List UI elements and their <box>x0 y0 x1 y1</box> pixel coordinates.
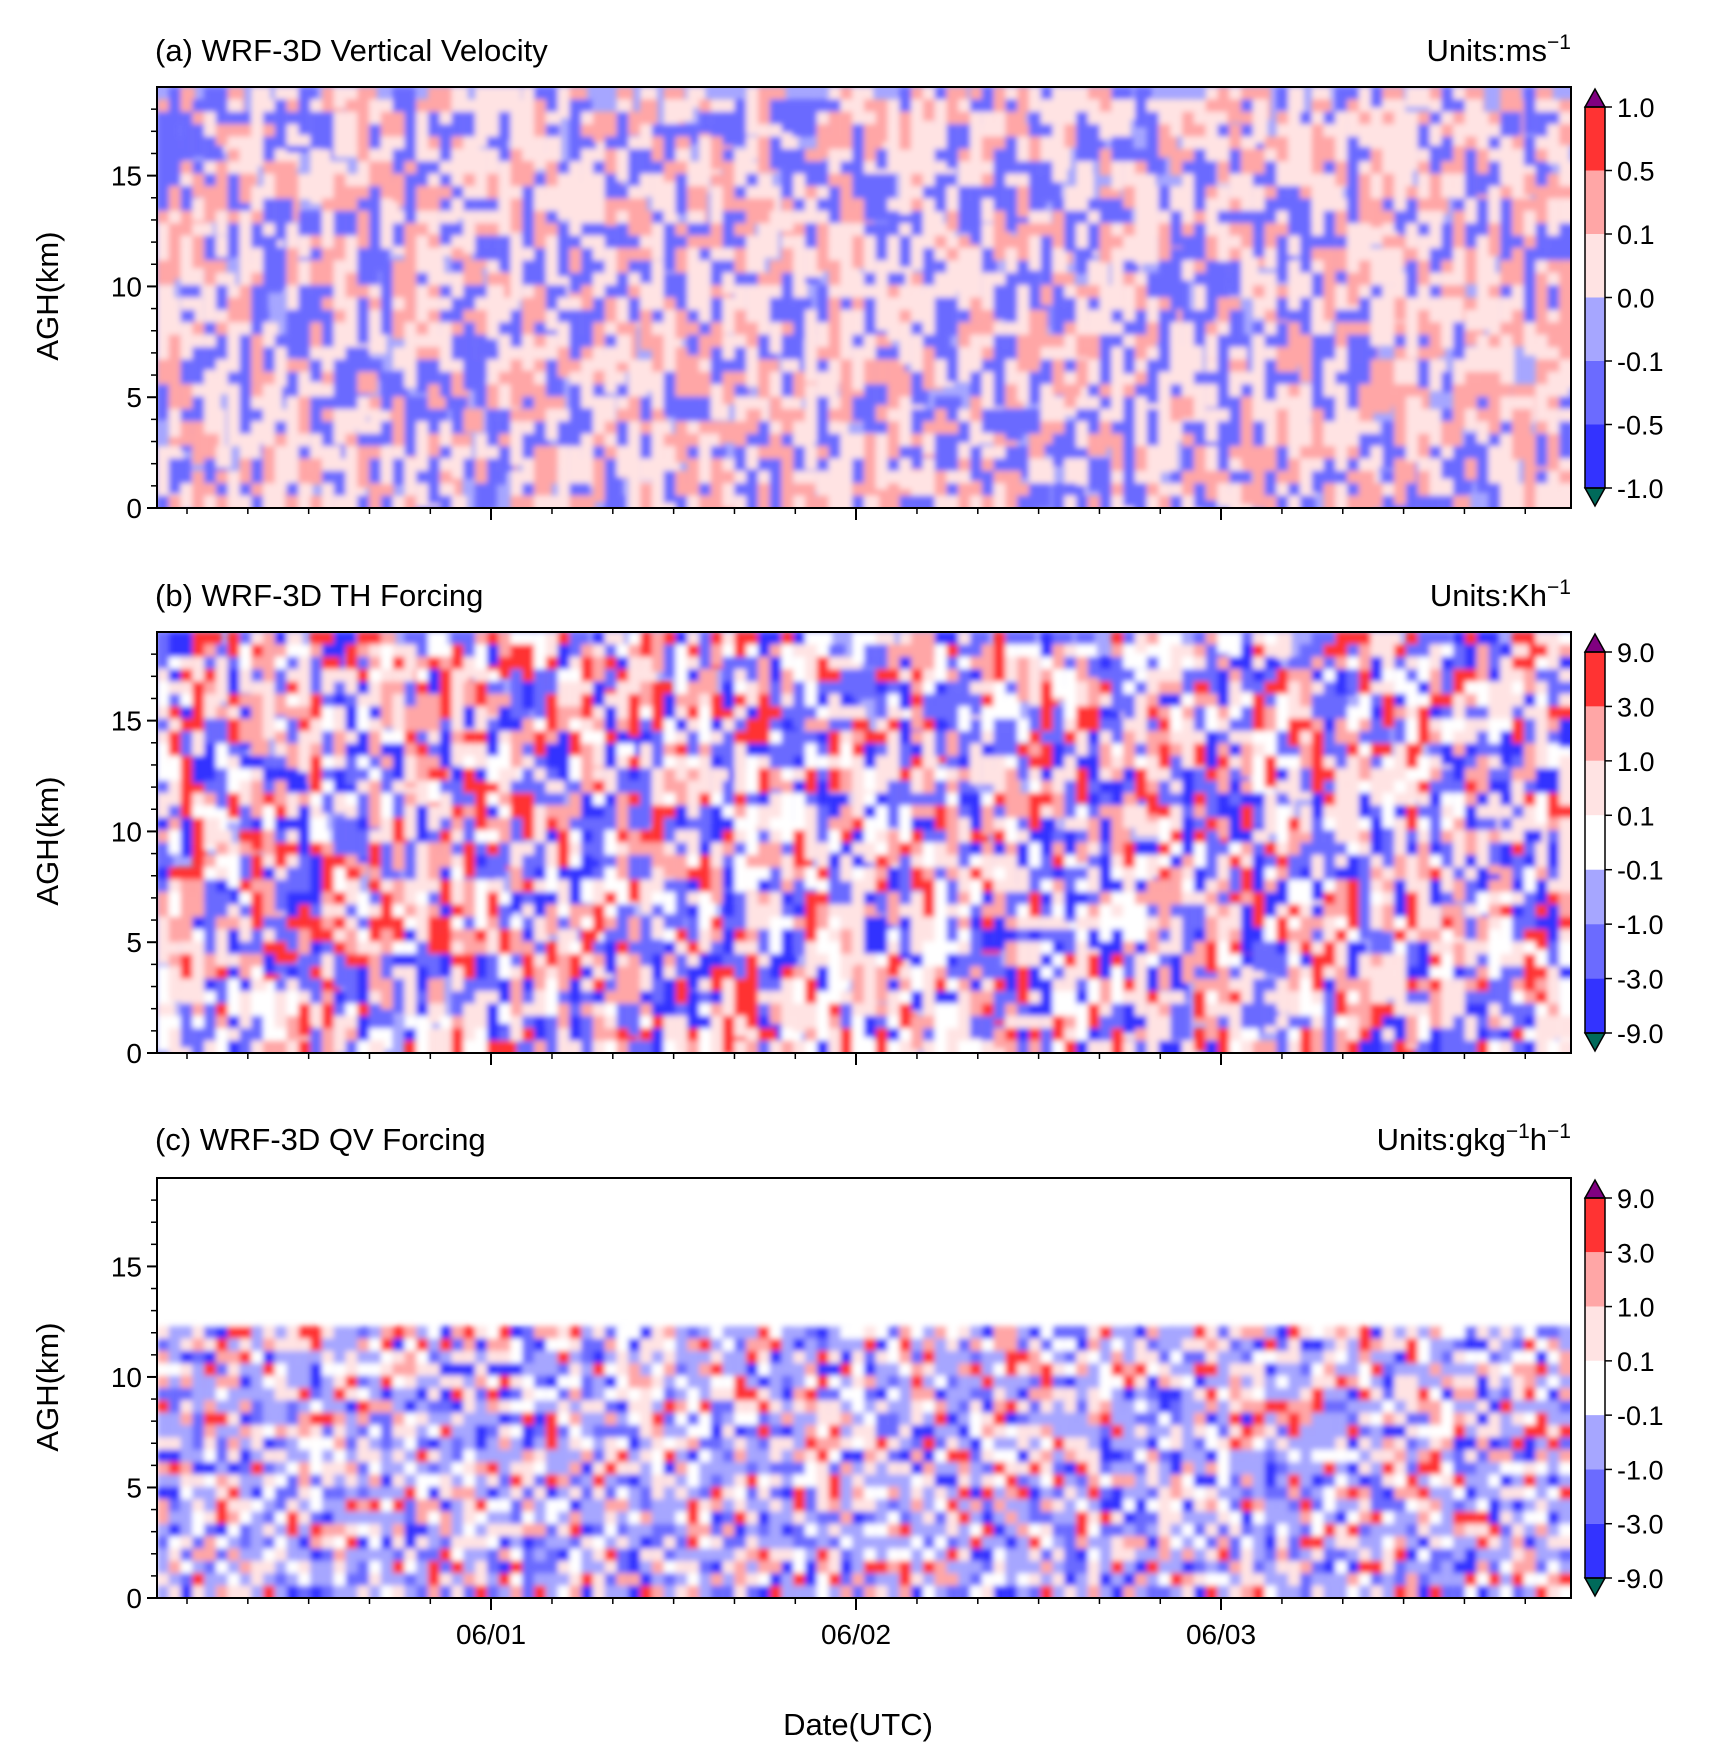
field-cell <box>1559 359 1575 388</box>
field-cell <box>793 1003 818 1032</box>
colorbar-label: 0.0 <box>1617 284 1655 314</box>
y-tick-label: 15 <box>111 161 142 192</box>
field-cell <box>1253 397 1277 424</box>
field-cell <box>263 273 283 293</box>
y-tick-label: 10 <box>111 271 142 302</box>
field-cell <box>475 496 489 526</box>
field-cell <box>428 979 444 1007</box>
colorbar-segment <box>1585 234 1605 298</box>
field-cell <box>1359 496 1375 532</box>
field-cell <box>1029 458 1054 483</box>
colorbar-label: -0.1 <box>1617 347 1664 377</box>
colorbar-label: 1.0 <box>1617 93 1655 123</box>
field-0 <box>157 87 1585 546</box>
field-cell <box>499 1041 517 1082</box>
colorbar-label: -0.5 <box>1617 411 1664 441</box>
field-cell <box>216 446 232 467</box>
colorbar-segment <box>1585 425 1605 489</box>
field-cell <box>1276 632 1292 659</box>
field-cell <box>1170 285 1188 309</box>
field-1 <box>157 632 1585 1091</box>
field-cell <box>1159 1041 1182 1089</box>
y-tick-label: 5 <box>126 382 142 413</box>
colorbar-segment <box>1585 171 1605 235</box>
field-cell <box>463 409 483 432</box>
field-cell <box>1453 496 1470 517</box>
colorbar-extend-min <box>1585 488 1605 506</box>
field-cell <box>617 335 631 363</box>
panel-a-colorbar: 1.0 0.5 0.1 0.0 -0.1 -0.5 -1.0 <box>1585 89 1664 506</box>
panel-a-plot: 0 5 10 15 <box>111 87 1585 546</box>
panel-b: (b) WRF-3D TH Forcing Units:Kh−1 051015 … <box>30 576 1664 1091</box>
panel-a-ylabel: AGH(km) <box>30 231 65 360</box>
field-cell <box>1170 1003 1190 1040</box>
field-cell <box>452 496 468 543</box>
field-cell <box>357 372 377 394</box>
colorbar-label: 0.5 <box>1617 157 1655 187</box>
panel-b-units: Units:Kh−1 <box>1430 576 1571 613</box>
field-cell <box>369 1041 385 1090</box>
field-cell <box>1371 322 1392 343</box>
colorbar-segment <box>1585 107 1605 171</box>
colorbar-label: 0.1 <box>1617 220 1655 250</box>
field-cell <box>935 298 958 336</box>
y-tick-label: 0 <box>126 493 142 524</box>
field-cell <box>1053 149 1068 182</box>
panel-a-title: (a) WRF-3D Vertical Velocity <box>155 33 548 68</box>
colorbar-segment <box>1585 361 1605 425</box>
panel-a: (a) WRF-3D Vertical Velocity Units:ms−1 … <box>30 31 1664 546</box>
field-cell <box>1029 483 1051 508</box>
field-cell <box>1253 1041 1278 1084</box>
panel-a-units: Units:ms−1 <box>1426 31 1571 68</box>
colorbar-extend-max <box>1585 89 1605 107</box>
colorbar-segment <box>1585 298 1605 362</box>
colorbar-label: -1.0 <box>1617 474 1664 504</box>
field-cell <box>864 496 879 519</box>
panel-b-title: (b) WRF-3D TH Forcing <box>155 578 483 613</box>
field-cell <box>569 496 595 540</box>
field-cell <box>1406 87 1431 107</box>
